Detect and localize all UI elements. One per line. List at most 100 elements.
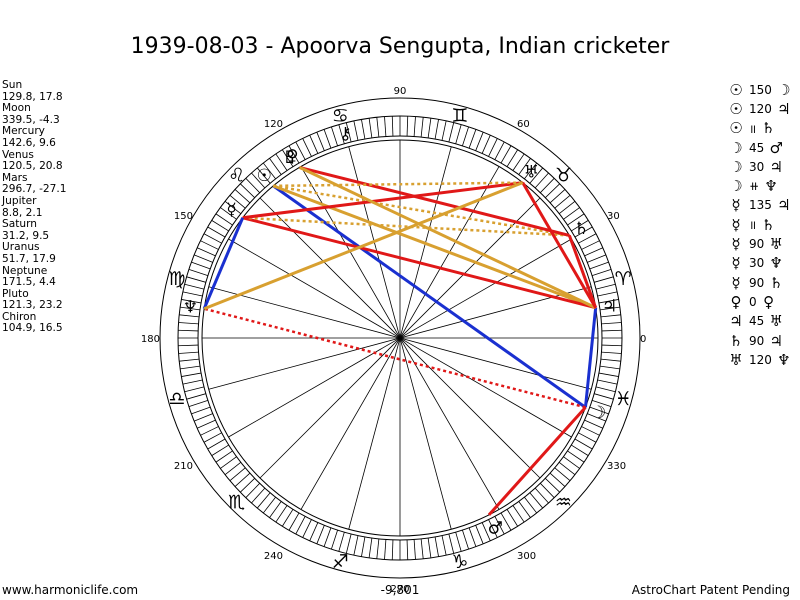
degree-tick [600,358,621,362]
planet-coords-pluto: 121.3, 23.2 [2,299,63,312]
aspect-line [299,165,570,237]
aspect-line [567,234,598,309]
degree-tick [220,456,237,469]
degree-tick [245,483,260,498]
aspect-line [272,184,587,409]
degree-tick [554,194,571,209]
degree-tick [468,527,477,547]
zodiac-sign-glyph: ♌ [228,165,245,187]
aspect-planet-b-glyph: ♄ [761,119,775,138]
degree-tick [376,538,380,559]
aspect-value: 0 [749,294,757,309]
degree-tick [571,220,589,232]
degree-tick [434,536,439,557]
aspect-value: 30 [749,159,765,174]
planet-coords-neptune: 171.5, 4.4 [2,276,56,289]
aspect-planet-b-glyph: ♆ [777,350,791,369]
planet-glyph: ♆ [183,298,198,318]
degree-tick [186,393,206,400]
degree-tick [448,533,455,554]
degree-tick [488,138,498,157]
degree-tick [441,535,447,556]
degree-tick [420,117,424,138]
planet-coords-sun: 129.8, 17.8 [2,90,63,103]
degree-tick [578,233,597,244]
aspect-planet-a-glyph: ☿ [731,196,741,215]
zodiac-sign-glyph: ♏ [228,491,245,513]
degree-tick [295,141,306,160]
degree-tick [481,135,491,154]
degree-tick [434,119,439,140]
aspect-line [273,184,570,237]
degree-tick [182,291,203,297]
aspect-value: 120 [749,352,772,367]
aspect-value: 90 [749,333,765,348]
degree-tick [598,299,619,304]
planet-name-saturn: Saturn [2,218,37,231]
patent-note: AstroChart Patent Pending [631,583,790,597]
degree-tick [506,149,518,167]
website-link[interactable]: www.harmoniclife.com [2,583,139,597]
planet-coords-mercury: 142.6, 9.6 [2,136,56,149]
degree-tick [245,178,260,193]
degree-tick [441,120,447,141]
aspect-list: ☉ 150 ☽ ☉ 120 ♃ ☉ ॥ ♄ ☽ 45 ♂ ☽ 30 ♃ ☽ ⧺ ♆ ☿ 135 ♃ ☿ ॥ ♄ ☿ 90 ♅ ☿ 30 ♆… [727,80,799,369]
degree-tick [558,201,576,214]
degree-tick [406,539,409,560]
aspect-planet-b-glyph: ♄ [761,215,775,234]
degree-tick [263,162,276,180]
aspect-line [521,181,597,309]
aspect-row: ☽ ⧺ ♆ [727,176,799,195]
degree-tick [587,254,606,263]
degree-tick [194,254,213,263]
degree-tick [597,379,618,385]
aspect-planet-a-glyph: ♃ [729,312,743,331]
degree-tick [584,247,603,257]
planet-name-neptune: Neptune [2,264,48,277]
planet-glyph: ⚷ [339,124,351,144]
degree-tick [229,467,246,482]
degree-tick [309,522,319,541]
degree-tick [240,183,255,198]
aspect-row: ♀ 0 ♀ [727,292,799,311]
zodiac-sign-glyph: ♎ [168,388,185,410]
degree-tick [275,505,288,523]
degree-tick [549,472,566,487]
outer-circle [159,97,641,579]
aspect-planet-a-glyph: ☿ [731,235,741,254]
degree-tick [488,519,498,538]
aspect-row: ☉ ॥ ♄ [727,119,799,138]
degree-label: 30 [607,211,620,222]
degree-tick [178,322,199,325]
aspect-line [202,217,245,310]
aspect-value: 150 [749,82,772,97]
degree-tick [420,538,424,559]
aspect-row: ♃ 45 ♅ [727,312,799,331]
degree-tick [545,478,560,493]
degree-tick [594,393,614,400]
planet-coords-saturn: 31.2, 9.5 [2,229,50,242]
degree-tick [506,509,518,527]
degree-tick [224,462,242,475]
aspect-planet-a-glyph: ♅ [729,350,743,369]
planet-glyph: ♅ [524,163,539,183]
degree-tick [191,406,211,415]
aspect-value: 120 [749,101,772,116]
aspect-line [242,216,570,237]
degree-tick [179,314,200,318]
degree-tick [574,226,593,238]
degree-tick [215,213,233,226]
planet-name-mercury: Mercury [2,125,45,138]
aspect-value: ⧺ [749,179,760,194]
degree-tick [316,132,325,151]
degree-tick [475,132,484,151]
degree-tick [275,153,288,171]
degree-label: 120 [264,119,283,130]
degree-tick [512,153,525,171]
aspect-planet-a-glyph: ☽ [729,138,743,157]
planet-coords-chiron: 104.9, 16.5 [2,322,63,335]
degree-tick [518,501,531,518]
degree-tick [207,226,226,238]
aspect-planet-a-glyph: ♄ [729,331,743,350]
aspect-planet-a-glyph: ♀ [730,292,742,311]
